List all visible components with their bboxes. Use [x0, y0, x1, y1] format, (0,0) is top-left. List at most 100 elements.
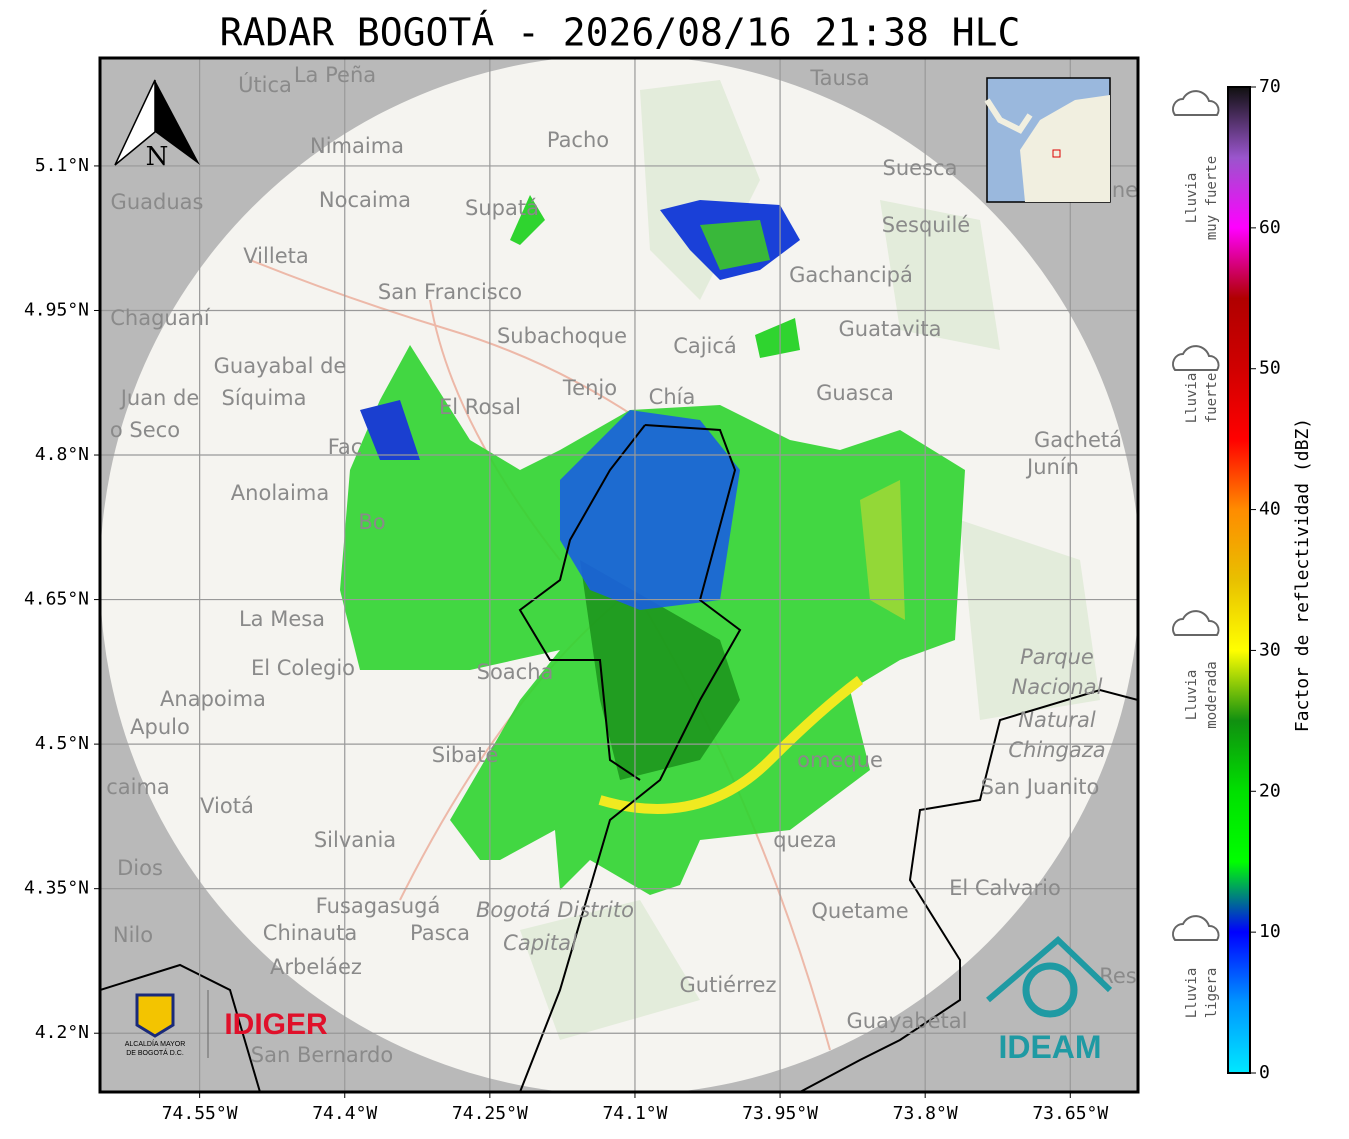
terrain — [520, 80, 1100, 1040]
place-name: San Juanito — [981, 775, 1100, 799]
place-name: Parque — [1020, 645, 1094, 669]
rain-level: Lluvia ligera — [1172, 915, 1220, 1019]
y-tick-label: 4.95°N — [24, 299, 89, 320]
rain-level-label: Lluvia — [1184, 670, 1200, 721]
colorbar-label: Factor de reflectividad (dBZ) — [1292, 418, 1313, 732]
place-name: Juan de — [119, 386, 200, 410]
y-tick-label: 4.5°N — [35, 733, 89, 754]
place-name: Bogotá Distrito — [476, 898, 634, 922]
place-name: Pacho — [547, 128, 609, 152]
place-name: Útica — [238, 72, 292, 97]
echo-yellow — [860, 480, 905, 620]
place-name: La Mesa — [239, 607, 325, 631]
place-name: Natural — [1018, 708, 1096, 732]
grid — [100, 58, 1138, 1092]
rain-level-label: Lluvia — [1184, 968, 1200, 1019]
north-arrow-right — [155, 80, 200, 165]
place-name: Viotá — [200, 794, 254, 818]
shield — [135, 993, 175, 1038]
axes: 74.55°W 74.4°W 74.25°W 74.1°W 73.95°W 73.8°W 7… — [24, 155, 1108, 1124]
place-name: Síquima — [222, 386, 307, 410]
place-name: Gachetá — [1034, 428, 1122, 452]
y-tick-label: 4.8°N — [35, 444, 89, 465]
place-name: Villeta — [243, 244, 308, 268]
place-name: Anolaima — [231, 481, 329, 505]
place-name: Pasca — [410, 921, 470, 945]
cloud-icon — [1172, 610, 1220, 636]
place-name: Nimaima — [310, 134, 404, 158]
cloud-icon — [1172, 345, 1220, 371]
idiger-logo: IDIGER — [224, 1008, 328, 1041]
place-name: Cajicá — [673, 334, 737, 358]
ideam-logo: IDEAM — [998, 1029, 1101, 1065]
place-name: Subachoque — [497, 324, 627, 348]
place-name: El Calvario — [949, 876, 1061, 900]
place-name: El Rosal — [439, 395, 521, 419]
colorbar-tick-label: 30 — [1259, 639, 1281, 660]
x-tick-label: 74.55°W — [162, 1103, 238, 1124]
colorbar — [1227, 86, 1251, 1074]
map: Útica La Peña Tausa Pacho Nimaima Suesca Guadu… — [100, 58, 1138, 1092]
place-name: El Colegio — [251, 656, 355, 680]
echo-dark — [580, 560, 740, 780]
place-name: San Bernardo — [251, 1043, 393, 1067]
place-name: Nacional — [1012, 675, 1103, 699]
place-name: Silvania — [314, 828, 396, 852]
north-arrow: N — [114, 79, 200, 172]
borders — [100, 424, 1138, 1092]
place-name: Soacha — [477, 660, 554, 684]
place-name: ne — [1112, 178, 1138, 202]
place-name: Fusagasugá — [316, 894, 441, 918]
place-name: Guasca — [816, 381, 894, 405]
colorbar-tick-label: 20 — [1259, 780, 1281, 801]
place-name: Dios — [117, 856, 163, 880]
place-name: omeque — [797, 748, 883, 772]
rain-level-label: moderada — [1204, 661, 1220, 728]
place-name: o Seco — [110, 418, 180, 442]
places: Útica La Peña Tausa Pacho Nimaima Suesca Guadu… — [106, 63, 1138, 1067]
rain-level-label: Lluvia — [1184, 373, 1200, 424]
cloud-icon — [1172, 915, 1220, 941]
place-name: Gachancipá — [789, 263, 913, 287]
place-name: Guatavita — [839, 317, 942, 341]
alcaldia-text: DE BOGOTÁ D.C. — [126, 1048, 184, 1057]
ideam-roof — [986, 935, 1113, 1003]
place-name: Nocaima — [319, 188, 411, 212]
rain-level: Lluvia muy fuerte — [1172, 90, 1220, 240]
place-name: Guayabal de — [214, 354, 347, 378]
echo-green — [755, 318, 800, 358]
x-tick-label: 74.4°W — [312, 1103, 377, 1124]
x-tick-label: 73.65°W — [1032, 1103, 1108, 1124]
place-name: Guaduas — [111, 190, 204, 214]
rain-level-label: Lluvia — [1184, 173, 1200, 224]
place-name: Guayabetal — [847, 1009, 968, 1033]
x-tick-label: 73.8°W — [893, 1103, 958, 1124]
y-tick-label: 4.35°N — [24, 878, 89, 899]
map-frame — [98, 56, 1140, 1094]
place-name: Capital — [503, 931, 577, 955]
rain-level-label: ligera — [1204, 968, 1220, 1019]
colorbar-tick-label: 0 — [1259, 1062, 1270, 1083]
rain-level-label: muy fuerte — [1204, 156, 1220, 240]
place-name: Supatá — [465, 196, 539, 220]
place-name: caima — [106, 775, 170, 799]
y-tick-label: 4.65°N — [24, 589, 89, 610]
place-name: Sibaté — [432, 743, 499, 767]
place-name: Nilo — [113, 923, 153, 947]
y-tick-label: 4.2°N — [35, 1022, 89, 1043]
inset-map — [984, 77, 1111, 203]
rain-level: Lluvia moderada — [1172, 610, 1220, 729]
echo-yellow — [598, 676, 864, 814]
y-tick-label: 5.1°N — [35, 155, 89, 176]
north-label: N — [146, 142, 169, 172]
rain-level: Lluvia fuerte — [1172, 345, 1220, 424]
inset-land — [984, 98, 1033, 134]
echo-green — [510, 195, 545, 245]
alcaldia-text: ALCALDÍA MAYOR — [125, 1039, 186, 1048]
place-name: Chaguaní — [110, 306, 211, 330]
x-tick-label: 74.1°W — [602, 1103, 667, 1124]
cloud-icon — [1172, 90, 1220, 116]
place-name: queza — [773, 828, 836, 852]
